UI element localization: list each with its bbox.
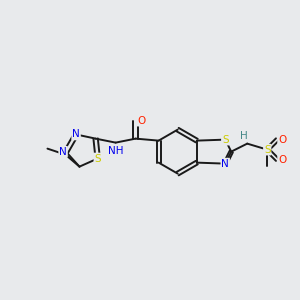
Text: N: N [221,159,229,169]
Text: S: S [94,154,101,164]
Text: S: S [222,135,229,145]
Text: N: N [59,147,67,157]
Text: H: H [240,130,248,141]
Text: NH: NH [108,146,123,156]
Text: O: O [137,116,146,126]
Text: N: N [72,130,80,140]
Text: O: O [278,154,286,165]
Text: S: S [264,145,271,154]
Text: O: O [278,135,286,145]
